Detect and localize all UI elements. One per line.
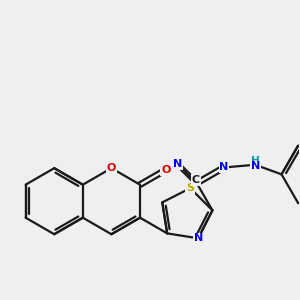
- Text: O: O: [107, 163, 116, 173]
- Text: N: N: [219, 163, 229, 172]
- Text: N: N: [173, 159, 182, 169]
- Text: O: O: [161, 165, 170, 175]
- Text: C: C: [192, 175, 200, 185]
- Text: N: N: [250, 161, 260, 171]
- Text: S: S: [186, 183, 194, 193]
- Text: N: N: [194, 233, 203, 243]
- Text: H: H: [251, 156, 260, 166]
